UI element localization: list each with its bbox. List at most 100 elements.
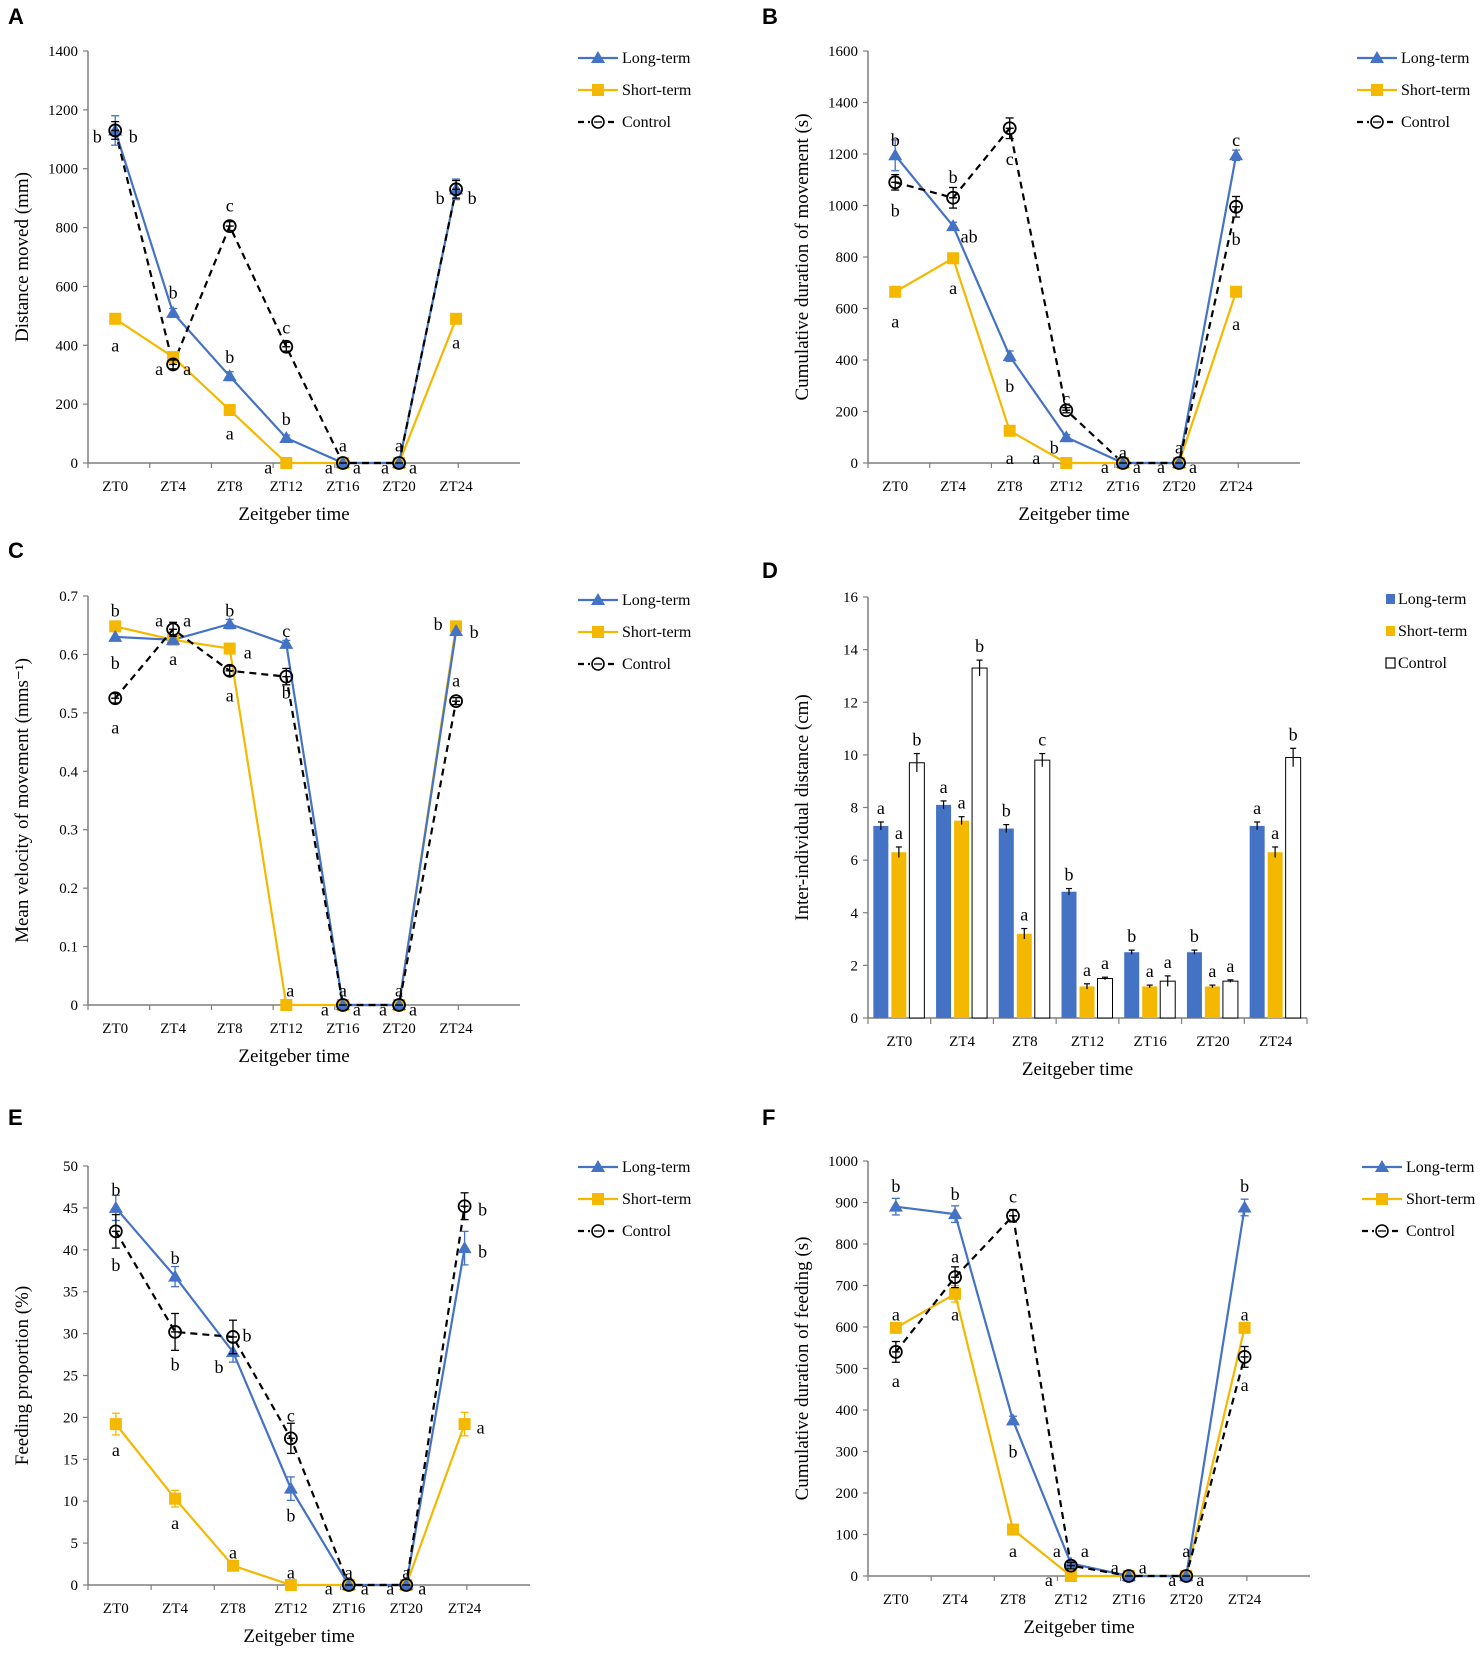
y-tick-label: 1000 [828, 199, 858, 215]
legend-swatch [1386, 594, 1395, 604]
data-point-control [335, 998, 350, 1012]
x-tick-label: ZT8 [217, 479, 243, 495]
x-axis-title: Zeitgeber time [1018, 504, 1129, 525]
data-point-long-term [335, 998, 350, 1010]
significance-label: a [171, 1513, 179, 1533]
y-tick-label: 1200 [828, 147, 858, 163]
y-tick-label: 800 [836, 1237, 859, 1253]
data-point-short-term [280, 999, 293, 1011]
significance-label: a [169, 649, 177, 669]
significance-label: a [1182, 1541, 1190, 1561]
data-point-control [222, 663, 237, 678]
panel-letter: B [762, 4, 778, 29]
x-axis-title: Zeitgeber time [1023, 1617, 1134, 1638]
legend-label: Long-term [622, 592, 691, 609]
x-tick-label: ZT24 [1219, 479, 1253, 495]
significance-label: a [477, 1417, 485, 1437]
legend-label: Short-term [622, 624, 692, 641]
legend-label: Short-term [1398, 623, 1468, 640]
significance-label: a [1045, 1570, 1053, 1590]
data-point-short-term [109, 312, 122, 325]
significance-label: c [1009, 1186, 1017, 1206]
significance-label: a [345, 1562, 353, 1582]
significance-label: a [155, 611, 163, 631]
significance-label: a [183, 611, 191, 631]
panel-letter: D [762, 558, 778, 583]
significance-label: a [951, 1246, 959, 1266]
x-tick-label: ZT8 [1000, 1592, 1026, 1608]
data-point-long-term [399, 1578, 414, 1590]
data-point-control [946, 190, 961, 205]
y-tick-label: 40 [63, 1243, 78, 1259]
y-tick-label: 1000 [48, 162, 78, 178]
y-tick-label: 700 [836, 1279, 859, 1295]
significance-label: a [381, 457, 389, 477]
significance-label: a [1271, 823, 1279, 843]
significance-label: c [1062, 389, 1070, 409]
y-axis-title: Distance moved (mm) [12, 172, 33, 342]
data-point-control [457, 1199, 472, 1214]
significance-label: b [286, 1505, 295, 1525]
x-tick-label: ZT16 [332, 1601, 366, 1617]
y-axis-title: Feeding proportion (%) [12, 1286, 33, 1465]
significance-label: a [1006, 448, 1014, 468]
x-tick-label: ZT8 [1012, 1034, 1038, 1050]
data-point-short-term [1003, 424, 1016, 437]
data-point-control [226, 1330, 240, 1344]
y-tick-label: 600 [836, 1320, 859, 1336]
significance-label: b [282, 409, 291, 429]
significance-label: c [1006, 149, 1014, 169]
data-point-long-term [1179, 1569, 1194, 1581]
significance-label: b [949, 167, 958, 187]
legend-marker [1375, 1160, 1389, 1172]
significance-label: a [226, 424, 234, 444]
significance-label: b [1190, 926, 1199, 946]
significance-label: b [1008, 1442, 1017, 1462]
data-point-long-term [1005, 1413, 1020, 1426]
series-line-long-term [114, 1207, 466, 1587]
x-tick-label: ZT12 [1054, 1592, 1087, 1608]
legend-marker [591, 593, 605, 605]
x-tick-label: ZT24 [1228, 1592, 1262, 1608]
legend-label: Control [1401, 114, 1450, 131]
significance-label: a [111, 717, 119, 737]
significance-label: b [912, 730, 921, 750]
data-point-short-term [223, 642, 236, 655]
y-tick-label: 14 [843, 643, 859, 659]
bar-control [1159, 980, 1176, 1019]
data-point-long-term [168, 1269, 183, 1282]
bar-short-term [1204, 986, 1220, 1018]
data-point-control [1237, 1349, 1252, 1364]
x-tick-label: ZT4 [162, 1601, 188, 1617]
significance-label: a [395, 980, 403, 1000]
significance-label: a [1164, 952, 1172, 972]
y-tick-label: 600 [56, 279, 79, 295]
significance-label: a [1146, 961, 1154, 981]
data-point-control [108, 123, 123, 138]
x-tick-label: ZT12 [270, 1021, 303, 1037]
y-tick-label: 0 [851, 1011, 859, 1027]
significance-label: c [1232, 130, 1240, 150]
data-point-short-term [226, 1559, 239, 1572]
legend-marker [592, 84, 604, 96]
significance-label: b [129, 126, 138, 146]
significance-label: a [395, 435, 403, 455]
x-tick-label: ZT20 [1162, 479, 1195, 495]
x-tick-label: ZT12 [1071, 1034, 1104, 1050]
legend-marker [591, 115, 605, 129]
x-tick-label: ZT24 [439, 479, 473, 495]
y-tick-label: 1000 [828, 1154, 858, 1170]
significance-label: b [225, 601, 234, 621]
data-point-short-term [947, 252, 960, 265]
y-tick-label: 400 [836, 1403, 859, 1419]
panel-letter: C [8, 538, 24, 563]
significance-label: a [1101, 457, 1109, 477]
significance-label: a [229, 1542, 237, 1562]
bar-long-term [998, 828, 1014, 1018]
data-point-short-term [280, 457, 293, 469]
panel-letter: E [8, 1105, 23, 1130]
y-tick-label: 500 [836, 1362, 859, 1378]
data-point-control [392, 456, 406, 470]
legend-label: Long-term [1398, 591, 1467, 608]
significance-label: b [1050, 438, 1059, 458]
